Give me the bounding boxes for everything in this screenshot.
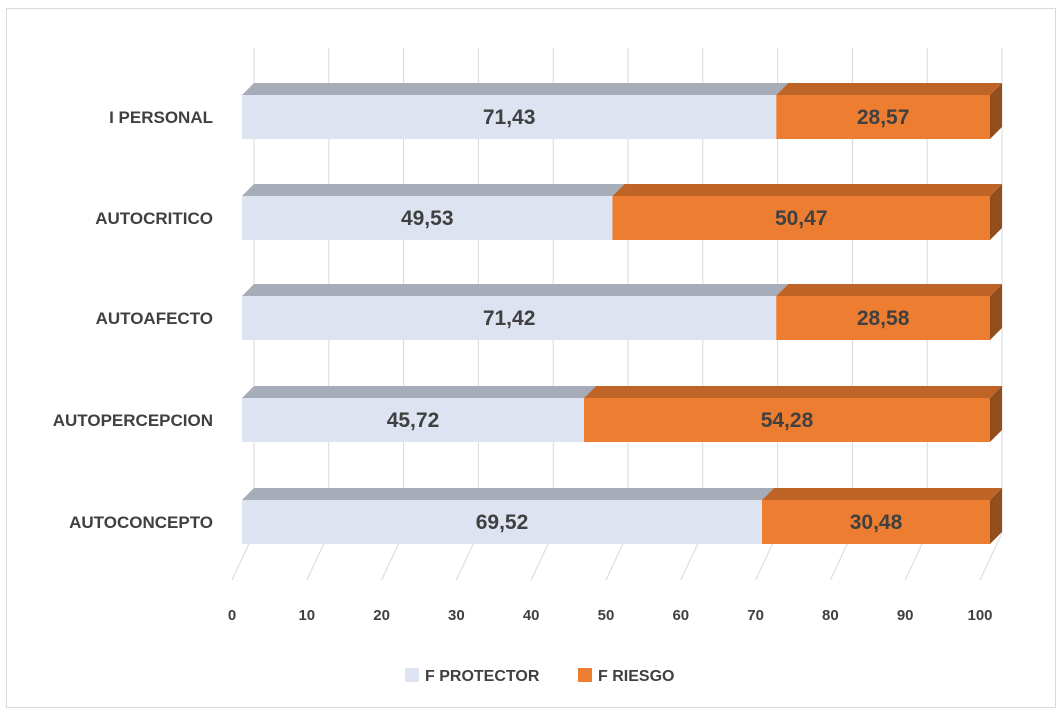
bar-f-protector xyxy=(242,296,777,340)
bar-top-f-protector xyxy=(242,386,596,398)
x-tick-label: 10 xyxy=(298,607,315,624)
category-label: I PERSONAL xyxy=(109,108,213,127)
legend-label: F RIESGO xyxy=(598,668,674,685)
bar-top-f-riesgo xyxy=(776,83,1002,95)
x-tick-label: 80 xyxy=(822,607,839,624)
data-label: 28,57 xyxy=(857,106,910,129)
bar-side-f-riesgo xyxy=(990,284,1002,340)
x-tick-label: 40 xyxy=(523,607,540,624)
bar-side-f-riesgo xyxy=(990,184,1002,240)
bar-top-f-protector xyxy=(242,184,625,196)
x-tick-label: 20 xyxy=(373,607,390,624)
data-label: 71,43 xyxy=(483,106,536,129)
bars xyxy=(242,83,1002,544)
bar-side-f-riesgo xyxy=(990,83,1002,139)
bar-f-protector xyxy=(242,500,763,544)
category-label: AUTOAFECTO xyxy=(96,309,213,328)
data-label: 28,58 xyxy=(857,307,910,330)
data-label: 71,42 xyxy=(483,307,536,330)
bar-side-f-riesgo xyxy=(990,386,1002,442)
bar-f-riesgo xyxy=(776,296,990,340)
data-label: 45,72 xyxy=(387,409,440,432)
bar-f-riesgo xyxy=(583,398,990,442)
x-tick-label: 70 xyxy=(747,607,764,624)
legend: F PROTECTOR F RIESGO xyxy=(405,668,674,685)
bar-f-riesgo xyxy=(612,196,990,240)
bar-f-protector xyxy=(242,196,613,240)
bar-f-protector xyxy=(242,398,584,442)
legend-label: F PROTECTOR xyxy=(425,668,540,685)
bar-top-f-riesgo xyxy=(612,184,1002,196)
legend-swatch-f-protector xyxy=(405,668,419,682)
data-label: 69,52 xyxy=(476,511,529,534)
bar-top-f-protector xyxy=(242,488,775,500)
bar-f-riesgo xyxy=(762,500,990,544)
bar-side-f-riesgo xyxy=(990,488,1002,544)
x-tick-label: 100 xyxy=(967,607,992,624)
x-tick-label: 0 xyxy=(228,607,236,624)
x-tick-label: 30 xyxy=(448,607,465,624)
bar-top-f-riesgo xyxy=(776,284,1002,296)
x-tick-label: 60 xyxy=(672,607,689,624)
x-tick-label: 50 xyxy=(598,607,615,624)
legend-swatch-f-riesgo xyxy=(578,668,592,682)
bar-top-f-protector xyxy=(242,83,789,95)
bar-f-riesgo xyxy=(776,95,990,139)
category-label: AUTOPERCEPCION xyxy=(53,411,213,430)
data-label: 50,47 xyxy=(775,207,828,230)
bar-top-f-riesgo xyxy=(762,488,1002,500)
bar-f-protector xyxy=(242,95,777,139)
x-tick-label: 90 xyxy=(897,607,914,624)
bar-top-f-protector xyxy=(242,284,789,296)
data-label: 54,28 xyxy=(761,409,814,432)
floor-line xyxy=(979,532,1003,581)
labels: 0 10 20 30 40 50 60 70 80 90 100 69,52 30,48 AUTOCONC… xyxy=(53,106,993,624)
bar-top-f-riesgo xyxy=(583,386,1002,398)
category-label: AUTOCONCEPTO xyxy=(69,513,213,532)
data-label: 49,53 xyxy=(401,207,454,230)
category-label: AUTOCRITICO xyxy=(95,209,213,228)
data-label: 30,48 xyxy=(850,511,903,534)
